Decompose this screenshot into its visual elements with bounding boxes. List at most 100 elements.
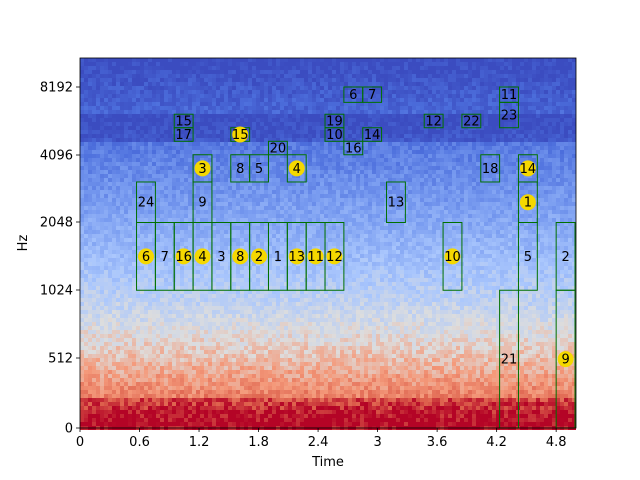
heatmap-cell — [280, 58, 284, 62]
heatmap-cell — [488, 194, 492, 198]
heatmap-cell — [352, 210, 356, 214]
heatmap-cell — [504, 146, 508, 150]
heatmap-cell — [312, 58, 316, 62]
heatmap-cell — [384, 58, 388, 62]
heatmap-cell — [368, 134, 372, 138]
heatmap-cell — [508, 130, 512, 134]
heatmap-cell — [568, 166, 572, 170]
heatmap-cell — [368, 122, 372, 126]
heatmap-cell — [112, 194, 116, 198]
heatmap-cell — [324, 150, 328, 154]
heatmap-cell — [472, 58, 476, 62]
heatmap-cell — [388, 62, 392, 66]
heatmap-cell — [448, 106, 452, 110]
heatmap-cell — [484, 78, 488, 82]
heatmap-cell — [268, 154, 272, 158]
heatmap-cell — [380, 170, 384, 174]
heatmap-cell — [80, 206, 84, 210]
heatmap-cell — [492, 210, 496, 214]
heatmap-cell — [512, 86, 516, 90]
heatmap-cell — [464, 186, 468, 190]
heatmap-cell — [416, 70, 420, 74]
heatmap-cell — [168, 118, 172, 122]
heatmap-cell — [144, 158, 148, 162]
heatmap-cell — [568, 114, 572, 118]
heatmap-cell — [352, 206, 356, 210]
heatmap-cell — [368, 90, 372, 94]
heatmap-cell — [452, 90, 456, 94]
heatmap-cell — [104, 206, 108, 210]
heatmap-cell — [180, 182, 184, 186]
heatmap-cell — [492, 190, 496, 194]
heatmap-cell — [148, 90, 152, 94]
heatmap-cell — [192, 82, 196, 86]
heatmap-cell — [180, 82, 184, 86]
heatmap-cell — [240, 98, 244, 102]
heatmap-cell — [132, 174, 136, 178]
heatmap-cell — [132, 146, 136, 150]
heatmap-cell — [408, 182, 412, 186]
heatmap-cell — [252, 138, 256, 142]
heatmap-cell — [128, 86, 132, 90]
heatmap-cell — [188, 74, 192, 78]
heatmap-cell — [556, 158, 560, 162]
heatmap-cell — [188, 94, 192, 98]
heatmap-cell — [320, 86, 324, 90]
heatmap-cell — [364, 138, 368, 142]
heatmap-cell — [212, 190, 216, 194]
heatmap-cell — [292, 202, 296, 206]
heatmap-cell — [116, 74, 120, 78]
heatmap-cell — [468, 210, 472, 214]
heatmap-cell — [356, 214, 360, 218]
heatmap-cell — [552, 86, 556, 90]
heatmap-cell — [508, 138, 512, 142]
heatmap-cell — [252, 202, 256, 206]
heatmap-cell — [284, 70, 288, 74]
heatmap-cell — [88, 206, 92, 210]
heatmap-cell — [296, 58, 300, 62]
heatmap-cell — [356, 166, 360, 170]
heatmap-cell — [104, 74, 108, 78]
heatmap-cell — [548, 210, 552, 214]
heatmap-cell — [340, 62, 344, 66]
heatmap-cell — [360, 142, 364, 146]
heatmap-cell — [356, 154, 360, 158]
heatmap-cell — [460, 170, 464, 174]
heatmap-cell — [192, 130, 196, 134]
heatmap-cell — [228, 58, 232, 62]
heatmap-cell — [196, 134, 200, 138]
heatmap-cell — [392, 102, 396, 106]
heatmap-cell — [544, 134, 548, 138]
heatmap-cell — [92, 202, 96, 206]
heatmap-cell — [220, 134, 224, 138]
heatmap-cell — [292, 190, 296, 194]
heatmap-cell — [540, 158, 544, 162]
heatmap-cell — [308, 166, 312, 170]
heatmap-cell — [156, 162, 160, 166]
heatmap-cell — [180, 210, 184, 214]
heatmap-cell — [432, 98, 436, 102]
heatmap-cell — [292, 210, 296, 214]
heatmap-cell — [372, 78, 376, 82]
heatmap-cell — [172, 90, 176, 94]
heatmap-cell — [196, 102, 200, 106]
heatmap-cell — [240, 90, 244, 94]
heatmap-cell — [380, 74, 384, 78]
heatmap-cell — [264, 202, 268, 206]
heatmap-cell — [176, 202, 180, 206]
heatmap-cell — [468, 194, 472, 198]
heatmap-cell — [416, 170, 420, 174]
heatmap-cell — [428, 90, 432, 94]
heatmap-cell — [532, 62, 536, 66]
heatmap-cell — [156, 126, 160, 130]
heatmap-cell — [140, 154, 144, 158]
heatmap-cell — [324, 70, 328, 74]
heatmap-cell — [360, 170, 364, 174]
heatmap-cell — [492, 134, 496, 138]
heatmap-cell — [512, 114, 516, 118]
heatmap-cell — [572, 194, 576, 198]
heatmap-cell — [156, 150, 160, 154]
heatmap-cell — [284, 58, 288, 62]
heatmap-cell — [492, 150, 496, 154]
heatmap-cell — [260, 94, 264, 98]
